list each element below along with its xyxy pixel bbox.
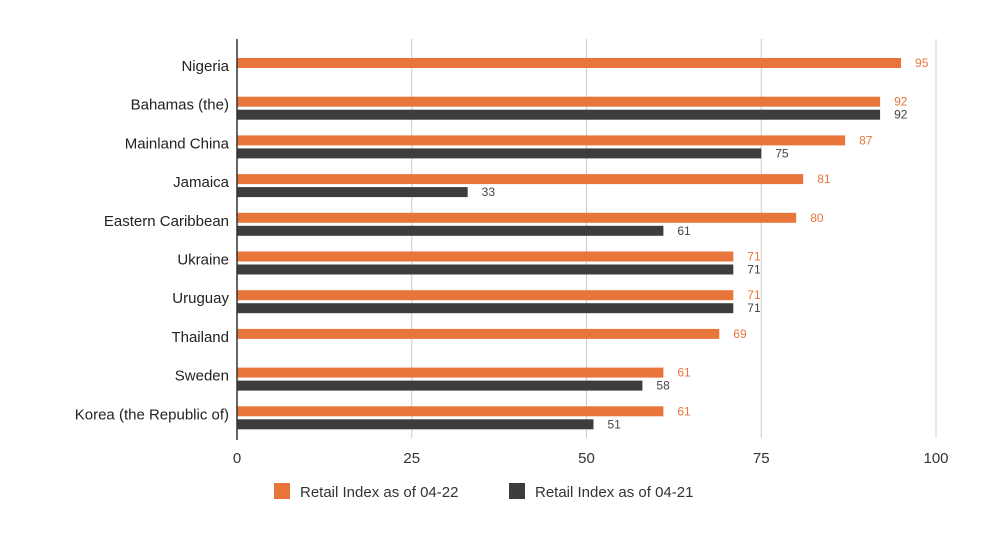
data-label-series-1: 80 bbox=[810, 211, 824, 225]
bar-series-1 bbox=[237, 135, 846, 146]
category-label: Jamaica bbox=[173, 174, 230, 191]
bar-series-2 bbox=[237, 419, 594, 430]
bar-series-2 bbox=[237, 148, 762, 159]
data-label-series-2: 58 bbox=[656, 379, 670, 393]
data-label-series-1: 71 bbox=[747, 250, 761, 264]
legend-swatch-series-2 bbox=[509, 483, 525, 499]
bar-series-2 bbox=[237, 109, 881, 120]
data-label-series-2: 61 bbox=[677, 224, 691, 238]
data-label-series-2: 75 bbox=[775, 146, 789, 160]
data-label-series-1: 87 bbox=[859, 133, 873, 147]
bar-series-1 bbox=[237, 290, 734, 301]
category-label: Korea (the Republic of) bbox=[75, 406, 229, 423]
category-label: Uruguay bbox=[172, 290, 229, 307]
data-label-series-1: 61 bbox=[677, 404, 691, 418]
legend-label-series-1: Retail Index as of 04-22 bbox=[300, 484, 458, 501]
category-label: Bahamas (the) bbox=[131, 97, 229, 114]
x-tick-label-100: 100 bbox=[923, 450, 948, 467]
bar-series-2 bbox=[237, 303, 734, 314]
bar-series-1 bbox=[237, 96, 881, 107]
legend: Retail Index as of 04-22 Retail Index as … bbox=[274, 483, 693, 501]
category-label: Thailand bbox=[171, 329, 229, 346]
bar-series-1 bbox=[237, 212, 797, 223]
bar-series-1 bbox=[237, 406, 664, 417]
data-label-series-1: 81 bbox=[817, 172, 831, 186]
bar-series-2 bbox=[237, 225, 664, 236]
category-label: Sweden bbox=[175, 368, 229, 385]
bar-series-1 bbox=[237, 58, 902, 68]
category-label: Nigeria bbox=[181, 58, 229, 75]
data-label-series-2: 33 bbox=[482, 185, 496, 199]
data-label-series-1: 61 bbox=[677, 366, 691, 380]
category-label: Eastern Caribbean bbox=[104, 213, 229, 230]
bar-series-1 bbox=[237, 251, 734, 262]
data-label-series-1: 71 bbox=[747, 288, 761, 302]
x-tick-label-75: 75 bbox=[753, 450, 770, 467]
data-label-series-2: 71 bbox=[747, 301, 761, 315]
legend-swatch-series-1 bbox=[274, 483, 290, 499]
data-label-series-2: 92 bbox=[894, 108, 908, 122]
x-tick-label-0: 0 bbox=[233, 450, 241, 467]
category-label: Ukraine bbox=[177, 252, 229, 269]
data-label-series-1: 69 bbox=[733, 327, 747, 341]
legend-label-series-2: Retail Index as of 04-21 bbox=[535, 484, 693, 501]
data-label-series-2: 71 bbox=[747, 263, 761, 277]
bar-series-2 bbox=[237, 187, 468, 198]
axes: 0 25 50 75 100 Nigeria Bahamas (the) Mainland C… bbox=[75, 39, 949, 467]
bar-series-2 bbox=[237, 380, 643, 391]
x-tick-label-50: 50 bbox=[578, 450, 595, 467]
bar-series-1 bbox=[237, 367, 664, 378]
bar-series-2 bbox=[237, 264, 734, 275]
x-tick-label-25: 25 bbox=[403, 450, 420, 467]
bar-series-1 bbox=[237, 174, 804, 185]
data-label-series-1: 92 bbox=[894, 95, 908, 109]
data-label-series-1: 95 bbox=[915, 56, 929, 70]
bar-series-1 bbox=[237, 328, 720, 339]
data-label-series-2: 51 bbox=[607, 417, 621, 431]
category-label: Mainland China bbox=[125, 135, 230, 152]
